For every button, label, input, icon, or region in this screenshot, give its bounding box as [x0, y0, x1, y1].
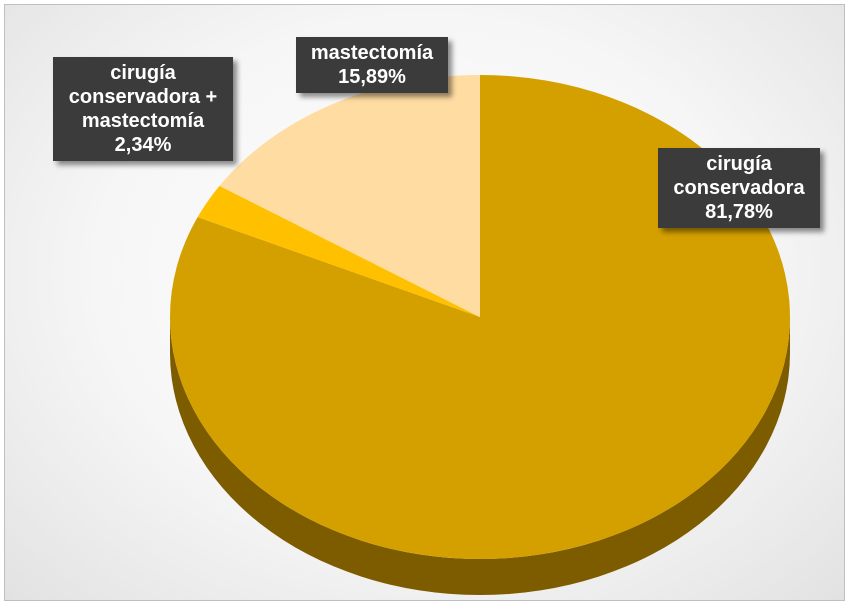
data-label: cirugía conservadora 81,78%	[658, 148, 820, 228]
label-value: 2,34%	[114, 134, 172, 156]
data-label: mastectomía 15,89%	[296, 37, 448, 93]
slice	[197, 185, 480, 317]
pie-area	[169, 75, 790, 595]
label-category: cirugía conservadora	[673, 153, 805, 199]
slice	[219, 75, 481, 317]
label-category: mastectomía	[310, 42, 434, 64]
data-label: cirugía conservadora + mastectomía 2,34%	[53, 57, 233, 161]
label-value: 15,89%	[338, 66, 406, 88]
label-category: cirugía conservadora + mastectomía	[68, 62, 218, 132]
chart: cirugía conservadora 81,78% cirugía conser…	[4, 4, 845, 601]
label-value: 81,78%	[705, 201, 773, 223]
